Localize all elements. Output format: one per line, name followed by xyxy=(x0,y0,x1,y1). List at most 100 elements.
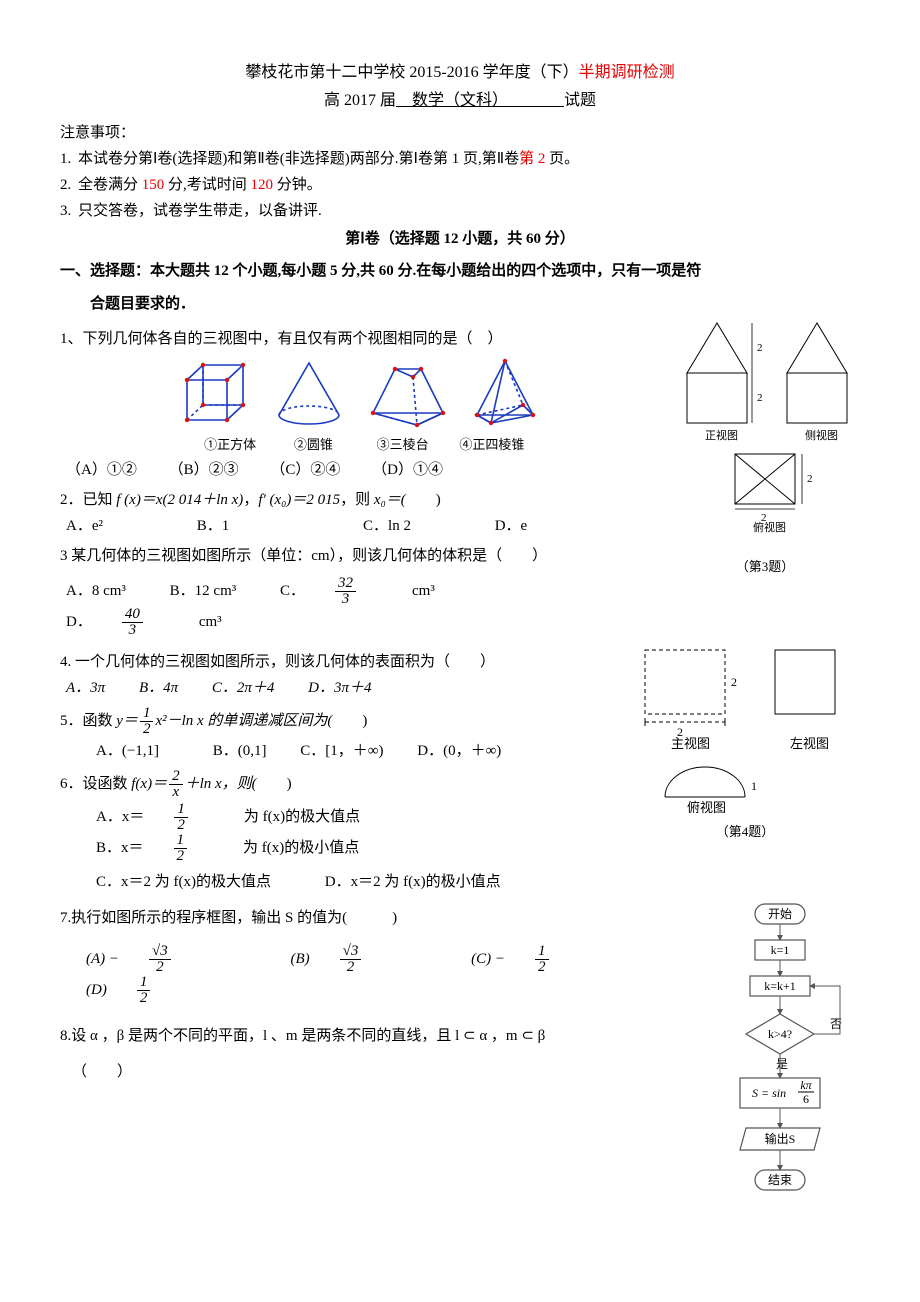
option: A．(−1,1] xyxy=(96,739,159,763)
q2-pre: 2．已知 xyxy=(60,492,116,508)
q6-end: ) xyxy=(257,776,292,792)
solid-label: ③三棱台 xyxy=(357,435,449,456)
title-suffix: 试题 xyxy=(564,92,596,109)
title-red: 半期调研检测 xyxy=(579,64,675,81)
q2-end: ) xyxy=(406,492,441,508)
option: D．403 cm³ xyxy=(66,607,250,638)
option: C．323 cm³ xyxy=(280,576,463,607)
q7: 7.执行如图所示的程序框图，输出 S 的值为( ) (A) −√32 (B) √… xyxy=(60,906,860,1006)
option: D．e xyxy=(495,514,528,538)
q7-options: (A) −√32 (B) √32 (C) −12 (D) 12 xyxy=(66,944,860,1006)
option: A．8 cm³ xyxy=(66,579,126,603)
option: A．x＝12为 f(x)的极大值点 xyxy=(96,802,388,833)
q8: 8.设 α ，β 是两个不同的平面，l 、m 是两条不同的直线，且 l ⊂ α … xyxy=(60,1024,860,1084)
svg-text:S = sin: S = sin xyxy=(752,1086,786,1100)
option: A．e² xyxy=(66,514,103,538)
notice-text: 页。 xyxy=(549,151,579,167)
notice-num: 2. xyxy=(60,173,71,197)
notice-red: 150 xyxy=(142,177,165,193)
q6-pre: 6．设函数 xyxy=(60,776,131,792)
q6-options-row1: A．x＝12为 f(x)的极大值点 B．x＝12为 f(x)的极小值点 xyxy=(66,802,860,864)
option: （B）②③ xyxy=(169,458,239,482)
q1-options: （A）①② （B）②③ （C）②④ （D）①④ xyxy=(66,458,860,482)
option: (B) √32 xyxy=(291,944,418,975)
notice-heading: 注意事项： xyxy=(60,121,860,145)
option: B．12 cm³ xyxy=(170,579,237,603)
option: C．ln 2 xyxy=(363,514,411,538)
notice-red: 120 xyxy=(251,177,274,193)
notice-text: 分,考试时间 xyxy=(164,177,250,193)
q5-mid: x²－ln x 的单调递减区间为( xyxy=(155,713,332,729)
option: D．(0，＋∞) xyxy=(417,739,501,763)
q5: 5．函数 y＝12x²－ln x 的单调递减区间为( ) A．(−1,1] B．… xyxy=(60,706,860,763)
option: (A) −√32 xyxy=(86,944,227,975)
q7-stem: 7.执行如图所示的程序框图，输出 S 的值为( ) xyxy=(60,906,860,930)
solid-label: ①正方体 xyxy=(190,435,270,456)
subject: 数学（文科） xyxy=(396,92,516,109)
option: C．x＝2 为 f(x)的极大值点 xyxy=(96,870,271,894)
q2-fx: f (x)＝x(2 014＋ln x) xyxy=(116,492,243,508)
notice-item: 3. 只交答卷，试卷学生带走，以备讲评. xyxy=(60,199,860,223)
q5-y: y＝ xyxy=(116,713,138,729)
instructions-line: 合题目要求的． xyxy=(60,288,860,321)
option: C．2π＋4 xyxy=(212,676,275,700)
option: C．[1，＋∞) xyxy=(300,739,383,763)
notice-red: 第 2 xyxy=(519,151,549,167)
option: （C）②④ xyxy=(270,458,340,482)
svg-text:输出S: 输出S xyxy=(765,1131,796,1146)
q4-stem: 4. 一个几何体的三视图如图所示，则该几何体的表面积为（ ） xyxy=(60,650,860,674)
q2: 2．已知 f (x)＝x(2 014＋ln x)，f′ (x₀)＝2 015，则… xyxy=(60,488,860,538)
svg-text:6: 6 xyxy=(803,1092,809,1106)
q6-fx: f(x)＝ xyxy=(131,776,167,792)
notice-item: 2. 全卷满分 150 分,考试时间 120 分钟。 xyxy=(60,173,860,197)
section-1-heading: 第Ⅰ卷（选择题 12 小题，共 60 分） xyxy=(60,227,860,251)
instructions-line: 一、选择题：本大题共 12 个小题,每小题 5 分,共 60 分.在每小题给出的… xyxy=(60,255,860,288)
blank xyxy=(516,92,564,109)
option: B．4π xyxy=(139,676,178,700)
notice-text: 本试卷分第Ⅰ卷(选择题)和第Ⅱ卷(非选择题)两部分.第Ⅰ卷第 1 页,第Ⅱ卷 xyxy=(78,151,519,167)
title-line-1: 攀枝花市第十二中学校 2015-2016 学年度（下）半期调研检测 xyxy=(60,60,860,86)
q1: 1、下列几何体各自的三视图中，有且仅有两个视图相同的是（ ） xyxy=(60,327,860,482)
notice-text: 全卷满分 xyxy=(78,177,142,193)
option: A．3π xyxy=(66,676,105,700)
title-prefix: 攀枝花市第十二中学校 2015-2016 学年度（下） xyxy=(245,64,578,81)
notice-num: 3. xyxy=(60,199,71,223)
q2-sep: ，则 xyxy=(340,492,374,508)
q2-fpx: f′ (x₀)＝2 015 xyxy=(258,492,340,508)
q8-end: （ ） xyxy=(60,1060,860,1084)
option: (D) 12 xyxy=(86,975,206,1006)
grade: 高 2017 届 xyxy=(324,92,396,109)
option: D．3π＋4 xyxy=(308,676,371,700)
q8-stem: 8.设 α ，β 是两个不同的平面，l 、m 是两条不同的直线，且 l ⊂ α … xyxy=(60,1024,860,1048)
cube-icon xyxy=(177,355,255,433)
q4: 4. 一个几何体的三视图如图所示，则该几何体的表面积为（ ） A．3π B．4π… xyxy=(60,650,860,700)
q2-sep: ， xyxy=(243,492,258,508)
q6-mid: ＋ln x，则( xyxy=(185,776,257,792)
option: D．x＝2 为 f(x)的极小值点 xyxy=(325,870,501,894)
notice-item: 1. 本试卷分第Ⅰ卷(选择题)和第Ⅱ卷(非选择题)两部分.第Ⅰ卷第 1 页,第Ⅱ… xyxy=(60,147,860,171)
notice-text: 分钟。 xyxy=(273,177,322,193)
q4-options: A．3π B．4π C．2π＋4 D．3π＋4 xyxy=(66,676,860,700)
q5-end: ) xyxy=(332,713,367,729)
q5-pre: 5．函数 xyxy=(60,713,116,729)
q3: 3 某几何体的三视图如图所示（单位：cm），则该几何体的体积是（ ） A．8 c… xyxy=(60,544,860,638)
q2-options: A．e² B．1 C．ln 2 D．e xyxy=(66,514,860,538)
frustum-icon xyxy=(365,355,451,433)
q1-labels: ①正方体 ②圆锥 ③三棱台 ④正四棱锥 xyxy=(60,435,860,456)
instructions: 一、选择题：本大题共 12 个小题,每小题 5 分,共 60 分.在每小题给出的… xyxy=(60,255,860,321)
q5-options: A．(−1,1] B．(0,1] C．[1，＋∞) D．(0，＋∞) xyxy=(66,739,860,763)
option: B．(0,1] xyxy=(213,739,267,763)
notice-text: 只交答卷，试卷学生带走，以备讲评. xyxy=(78,203,322,219)
notice-num: 1. xyxy=(60,147,71,171)
option: B．x＝12为 f(x)的极小值点 xyxy=(96,833,387,864)
q6-options-row2: C．x＝2 为 f(x)的极大值点 D．x＝2 为 f(x)的极小值点 xyxy=(66,870,860,894)
option: （D）①④ xyxy=(372,458,443,482)
svg-text:结束: 结束 xyxy=(768,1173,792,1187)
pyramid-icon xyxy=(467,355,545,433)
option: （A）①② xyxy=(66,458,137,482)
option: (C) −12 xyxy=(471,944,604,975)
option: B．1 xyxy=(197,514,230,538)
q6: 6．设函数 f(x)＝2x＋ln x，则( ) A．x＝12为 f(x)的极大值… xyxy=(60,769,860,894)
title-line-2: 高 2017 届 数学（文科） 试题 xyxy=(60,88,860,114)
q3-stem: 3 某几何体的三视图如图所示（单位：cm），则该几何体的体积是（ ） xyxy=(60,544,860,568)
